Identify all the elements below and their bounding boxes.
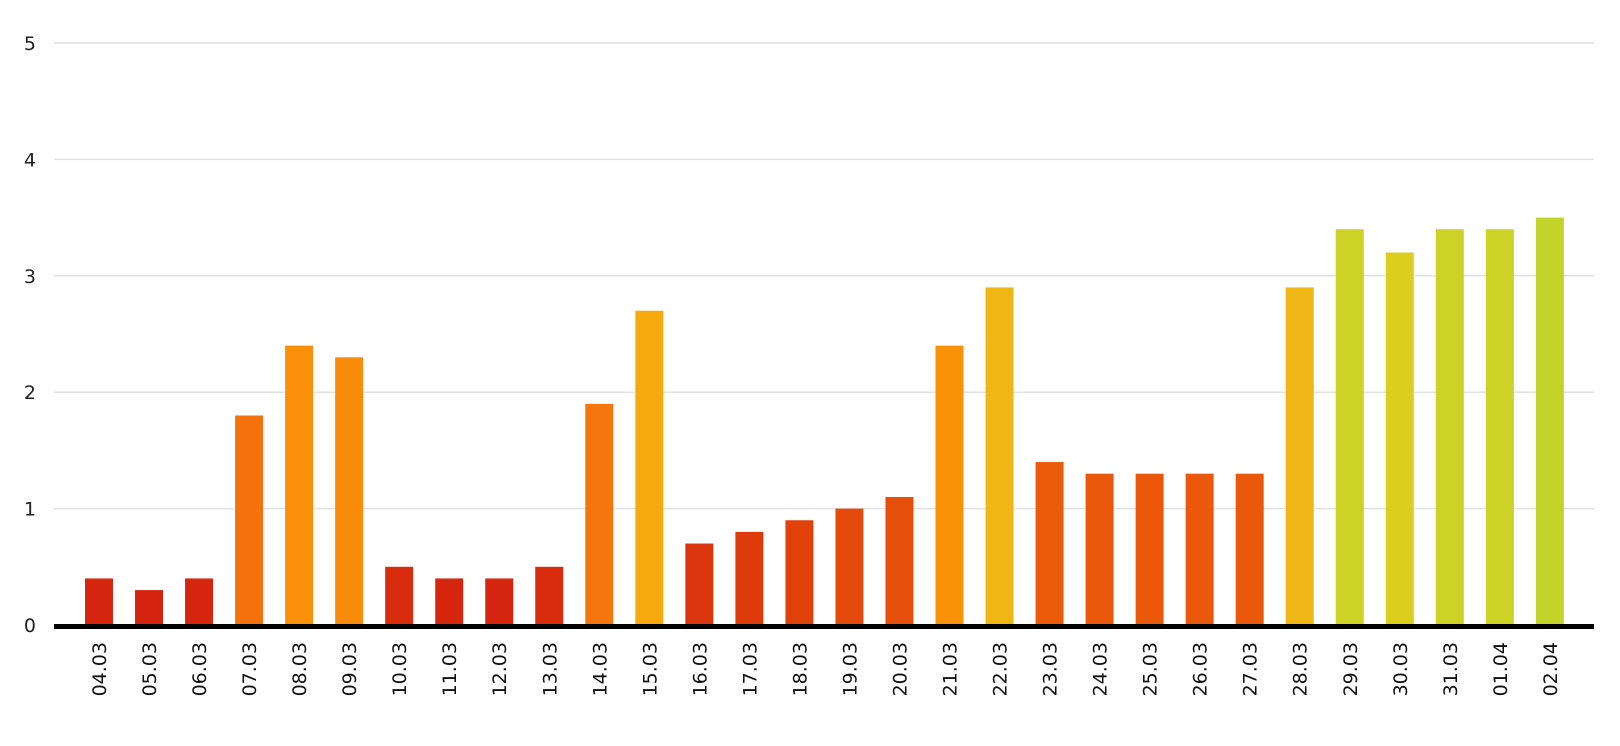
x-tick-label: 26.03	[1190, 642, 1212, 696]
bar	[635, 310, 664, 625]
bar	[985, 287, 1014, 625]
bar	[1185, 473, 1214, 625]
bar	[835, 508, 864, 625]
bars	[85, 217, 1564, 626]
x-tick-label: 23.03	[1040, 642, 1062, 696]
x-tick-label: 11.03	[439, 642, 461, 696]
bar	[585, 403, 614, 625]
bar	[935, 345, 964, 625]
bar	[1085, 473, 1114, 625]
x-tick-label: 06.03	[189, 642, 211, 696]
x-tick-label: 17.03	[739, 642, 761, 696]
bar	[1135, 473, 1164, 625]
x-tick-label: 25.03	[1140, 642, 1162, 696]
y-tick-label: 4	[24, 149, 36, 171]
x-tick-label: 05.03	[139, 642, 161, 696]
bar	[235, 415, 264, 625]
bar	[535, 566, 564, 625]
bar	[435, 578, 464, 625]
bar	[1435, 229, 1464, 626]
x-tick-label: 07.03	[239, 642, 261, 696]
y-axis-ticks: 0 1 2 3 4 5	[24, 33, 36, 637]
bar	[735, 531, 764, 625]
bar	[1485, 229, 1514, 626]
bar	[335, 357, 364, 625]
bar	[485, 578, 514, 625]
bar	[1535, 217, 1564, 625]
bar	[885, 496, 914, 625]
bar	[1285, 287, 1314, 625]
x-tick-label: 10.03	[389, 642, 411, 696]
bar	[185, 578, 214, 625]
y-tick-label: 2	[24, 382, 36, 404]
x-tick-label: 31.03	[1440, 642, 1462, 696]
x-tick-label: 13.03	[539, 642, 561, 696]
bar	[685, 543, 714, 625]
x-tick-label: 24.03	[1090, 642, 1112, 696]
bar	[1035, 462, 1064, 625]
x-tick-label: 28.03	[1290, 642, 1312, 696]
bar	[1385, 252, 1414, 625]
x-tick-label: 30.03	[1390, 642, 1412, 696]
x-tick-label: 09.03	[339, 642, 361, 696]
x-tick-label: 16.03	[689, 642, 711, 696]
x-tick-label: 01.04	[1490, 642, 1512, 696]
x-tick-label: 12.03	[489, 642, 511, 696]
y-tick-label: 0	[24, 615, 36, 637]
x-tick-label: 14.03	[589, 642, 611, 696]
y-tick-label: 1	[24, 499, 36, 521]
x-tick-label: 27.03	[1240, 642, 1262, 696]
bar	[85, 578, 113, 625]
bar	[785, 520, 814, 625]
x-tick-label: 21.03	[940, 642, 962, 696]
x-tick-label: 18.03	[789, 642, 811, 696]
x-tick-label: 02.04	[1540, 642, 1562, 696]
y-tick-label: 5	[24, 33, 36, 55]
x-tick-label: 22.03	[990, 642, 1012, 696]
x-axis-ticks: 04.03 05.03 06.03 07.03 08.03 09.03 10.03 11.03…	[89, 642, 1562, 696]
x-tick-label: 20.03	[889, 642, 911, 696]
x-tick-label: 29.03	[1340, 642, 1362, 696]
x-tick-label: 15.03	[639, 642, 661, 696]
bar	[1335, 229, 1364, 626]
bar	[1235, 473, 1264, 625]
bar	[385, 566, 414, 625]
x-tick-label: 19.03	[839, 642, 861, 696]
bar	[135, 590, 164, 625]
bar	[285, 345, 314, 625]
x-tick-label: 08.03	[289, 642, 311, 696]
y-tick-label: 3	[24, 266, 36, 288]
x-tick-label: 04.03	[89, 642, 111, 696]
